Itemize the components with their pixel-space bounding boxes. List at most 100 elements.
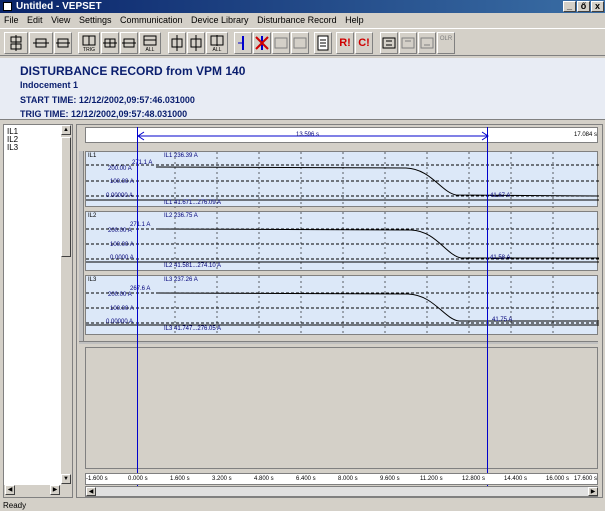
menu-view[interactable]: View xyxy=(51,15,71,25)
channel-plot-il1[interactable]: IL1 IL1 236.39 A 271.1 A 200.00 A 100.00… xyxy=(85,151,599,208)
scroll-right-icon[interactable]: ▶ xyxy=(588,487,598,496)
channel-scale-mid: 100.00 A xyxy=(110,179,134,185)
zoom-in-time-icon xyxy=(103,38,117,48)
time-tick: 9.600 s xyxy=(380,476,400,482)
channel-legend: IL1 236.39 A xyxy=(164,153,198,159)
write-device-button[interactable] xyxy=(399,32,417,54)
channel-scale-mid: 100.00 A xyxy=(110,306,134,312)
olr-button[interactable]: OLR xyxy=(437,32,455,54)
window-title: Untitled - VEPSET xyxy=(16,1,102,12)
compare-device-button[interactable] xyxy=(418,32,436,54)
marker-icon xyxy=(238,36,244,50)
time-tick: 8.000 s xyxy=(338,476,358,482)
channel-scale-mid: 100.00 A xyxy=(110,242,134,248)
scroll-up-icon[interactable]: ▲ xyxy=(61,125,71,135)
incident-name: Indocement 1 xyxy=(20,80,79,90)
title-bar: Untitled - VEPSET _ ő x xyxy=(0,0,605,13)
trig-button[interactable]: TRIG xyxy=(78,32,100,54)
compare-device-icon xyxy=(420,37,434,49)
zoom-in-time-button[interactable] xyxy=(101,32,119,54)
scroll-left-icon[interactable]: ◀ xyxy=(5,485,15,495)
time-tick: 11.200 s xyxy=(420,476,443,482)
channel-list-item[interactable]: IL1 xyxy=(7,127,19,136)
cursor-left-button[interactable] xyxy=(168,32,186,54)
marker-button[interactable] xyxy=(234,32,252,54)
channel-plot-il3[interactable]: IL3 IL3 237.26 A 267.6 A 200.00 A 100.00… xyxy=(85,275,599,336)
plot-area: 13.596 s 17.084 s IL1 IL1 236.39 A 271.1… xyxy=(76,124,603,498)
zoom-in-vertical-button[interactable] xyxy=(4,32,28,54)
read-device-button[interactable] xyxy=(380,32,398,54)
channel-list-scrollbar[interactable]: ▲ ▼ xyxy=(61,125,72,485)
channel-list-hscrollbar[interactable]: ◀ ▶ xyxy=(4,485,72,497)
minimize-button[interactable]: _ xyxy=(563,1,576,12)
fit-vertical-button[interactable] xyxy=(54,32,72,54)
menu-edit[interactable]: Edit xyxy=(27,15,43,25)
scroll-thumb[interactable] xyxy=(61,137,71,257)
zoom-out-vertical-button[interactable] xyxy=(29,32,53,54)
channel-scale-low: 0.00000 A xyxy=(106,193,134,199)
time-tick: 16.000 s xyxy=(546,476,570,482)
restore-button[interactable]: ő xyxy=(577,1,590,12)
time-tick: 4.800 s xyxy=(254,476,274,482)
menu-device-library[interactable]: Device Library xyxy=(191,15,249,25)
channel-name: IL2 xyxy=(88,213,97,219)
read-device-icon xyxy=(382,37,396,49)
channel-peak: 271.1 A xyxy=(130,222,151,228)
cursor-all-button[interactable]: ALL xyxy=(206,32,228,54)
channel-legend: IL3 237.26 A xyxy=(164,277,198,283)
scroll-right-icon[interactable]: ▶ xyxy=(50,485,60,495)
end-cursor[interactable] xyxy=(487,127,488,497)
record-info-button[interactable] xyxy=(314,32,332,54)
record-header: DISTURBANCE RECORD from VPM 140 Indoceme… xyxy=(0,58,605,120)
close-button[interactable]: x xyxy=(591,1,604,12)
reset-button[interactable]: R! xyxy=(336,32,354,54)
channel-range: IL3 41.747...276.05 A xyxy=(164,326,222,332)
menu-communication[interactable]: Communication xyxy=(119,15,183,25)
start-time: START TIME: 12/12/2002,09:57:46.031000 xyxy=(20,95,195,105)
zoom-in-vertical-icon xyxy=(10,35,22,51)
menu-disturbance-record[interactable]: Disturbance Record xyxy=(257,15,337,25)
channel-name: IL3 xyxy=(88,277,97,283)
cursor-right-button[interactable] xyxy=(187,32,205,54)
cursor-all-icon xyxy=(210,35,224,46)
window-layout-2-button[interactable] xyxy=(291,32,309,54)
window-layout-button[interactable] xyxy=(272,32,290,54)
scroll-left-icon[interactable]: ◀ xyxy=(86,487,96,496)
channel-list-item[interactable]: IL2 xyxy=(7,135,19,144)
time-span-arrow xyxy=(137,131,489,141)
channel-peak: 267.6 A xyxy=(130,286,151,292)
olr-label: OLR xyxy=(439,36,453,42)
time-tick: 3.200 s xyxy=(212,476,232,482)
time-tick: 1.600 s xyxy=(170,476,190,482)
channel-scale-high: 200.00 A xyxy=(108,292,132,298)
zoom-out-vertical-icon xyxy=(33,38,49,48)
channel-trace-il1 xyxy=(86,152,599,208)
menu-file[interactable]: File xyxy=(4,15,19,25)
time-span-ruler: 13.596 s 17.084 s xyxy=(85,127,598,143)
fit-time-all-label: ALL xyxy=(145,47,155,53)
clear-button[interactable]: C! xyxy=(355,32,373,54)
scroll-down-icon[interactable]: ▼ xyxy=(61,474,71,484)
cursor-right-icon xyxy=(190,35,202,51)
plot-hscrollbar[interactable]: ◀ ▶ xyxy=(85,486,598,497)
delete-marker-button[interactable] xyxy=(253,32,271,54)
trigger-cursor[interactable] xyxy=(137,127,138,497)
channel-list-item[interactable]: IL3 xyxy=(7,143,19,152)
delete-marker-icon xyxy=(255,36,269,50)
channel-scale-low: 0.00000 A xyxy=(106,319,134,325)
time-tick: 12.800 s xyxy=(462,476,486,482)
menu-help[interactable]: Help xyxy=(345,15,364,25)
time-span-label: 13.596 s xyxy=(296,132,320,138)
trig-icon xyxy=(82,35,96,46)
fit-time-all-button[interactable]: ALL xyxy=(139,32,161,54)
zoom-out-time-button[interactable] xyxy=(120,32,138,54)
channel-scale-low: 0.0000 A xyxy=(110,255,134,261)
channel-trace-il3 xyxy=(86,276,599,336)
trig-time: TRIG TIME: 12/12/2002,09:57:48.031000 xyxy=(20,109,188,119)
channel-legend: IL2 236.75 A xyxy=(164,213,198,219)
channel-end-value: 41.67 A xyxy=(490,193,511,199)
pane-splitter[interactable] xyxy=(79,341,598,344)
channel-splitter[interactable] xyxy=(79,151,84,341)
channel-plot-il2[interactable]: IL2 IL2 236.75 A 271.1 A 200.00 A 100.00… xyxy=(85,211,599,272)
menu-settings[interactable]: Settings xyxy=(78,15,112,25)
